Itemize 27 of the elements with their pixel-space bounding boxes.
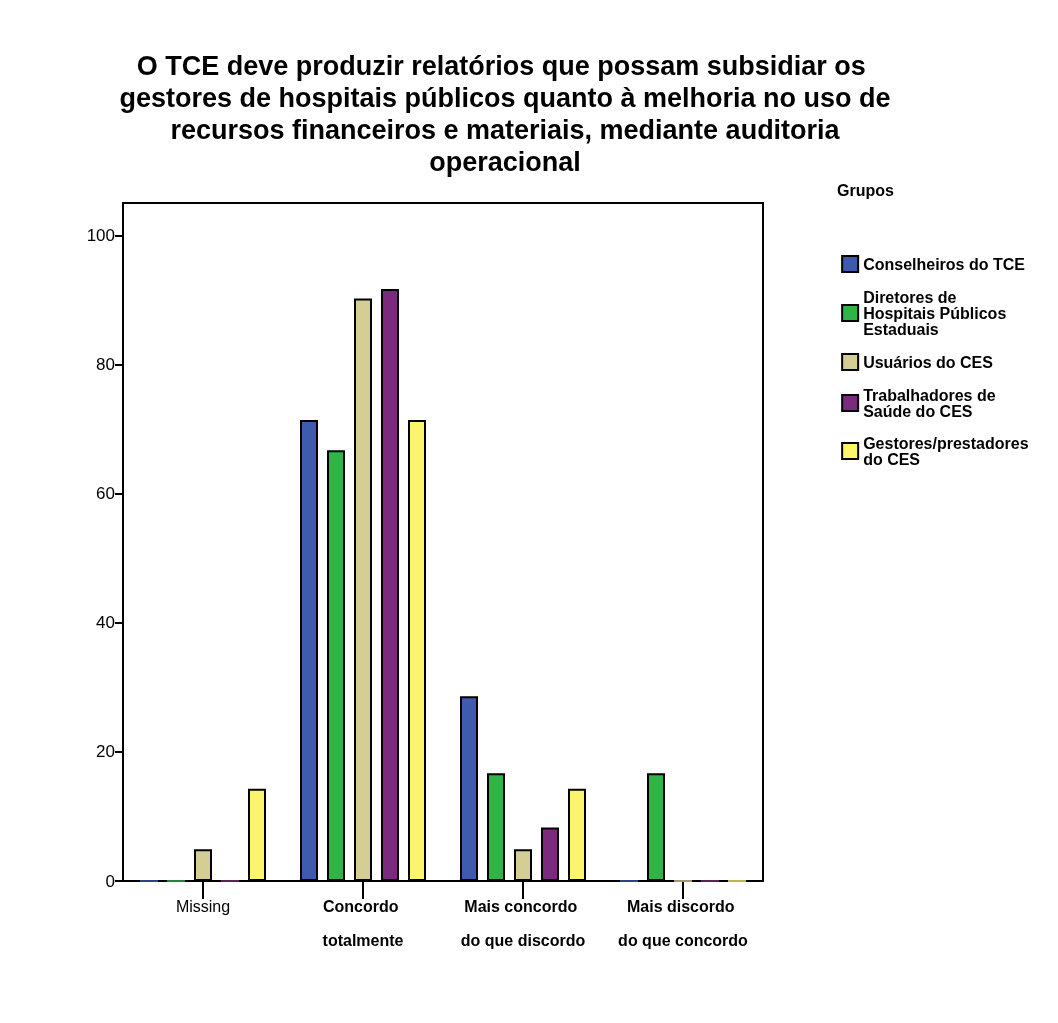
chart-title: O TCE deve produzir relatórios que possam subsidiar os gestores de hospitais públicos quanto à melhoria no uso de recursos financeiros e materiais, mediante auditoria operacional (119, 51, 891, 177)
legend-title: Grupos (837, 181, 894, 199)
x-tick-label: Mais discordo do que concordo (618, 897, 749, 949)
bar (487, 773, 505, 881)
y-tick-label: 0 (105, 871, 115, 891)
x-tick-label: Mais concordo do que discordo (460, 897, 586, 949)
bar (300, 419, 318, 881)
legend-label: Gestores/prestadores do CES (863, 434, 1034, 468)
x-tick-label: Concordo totalmente (322, 897, 404, 949)
y-tick-label: 40 (96, 613, 115, 633)
bar (408, 419, 426, 881)
legend-label: Usuários do CES (863, 353, 994, 371)
legend-label: Diretores de Hospitais Públicos Estaduais (863, 288, 1011, 338)
bar (460, 696, 478, 881)
bar (327, 450, 345, 881)
y-tick-label: 80 (96, 354, 115, 374)
bar (568, 788, 586, 881)
legend-label: Conselheiros do TCE (863, 255, 1026, 273)
legend-label: Trabalhadores de Saúde do CES (863, 386, 1001, 420)
y-tick-label: 20 (96, 742, 115, 762)
bar (381, 288, 399, 881)
y-tick-label: 100 (86, 225, 115, 245)
bar (248, 788, 266, 881)
x-tick-label: Missing (175, 897, 231, 915)
bar (541, 827, 559, 881)
y-tick-label: 60 (96, 484, 115, 504)
bar (647, 773, 665, 881)
